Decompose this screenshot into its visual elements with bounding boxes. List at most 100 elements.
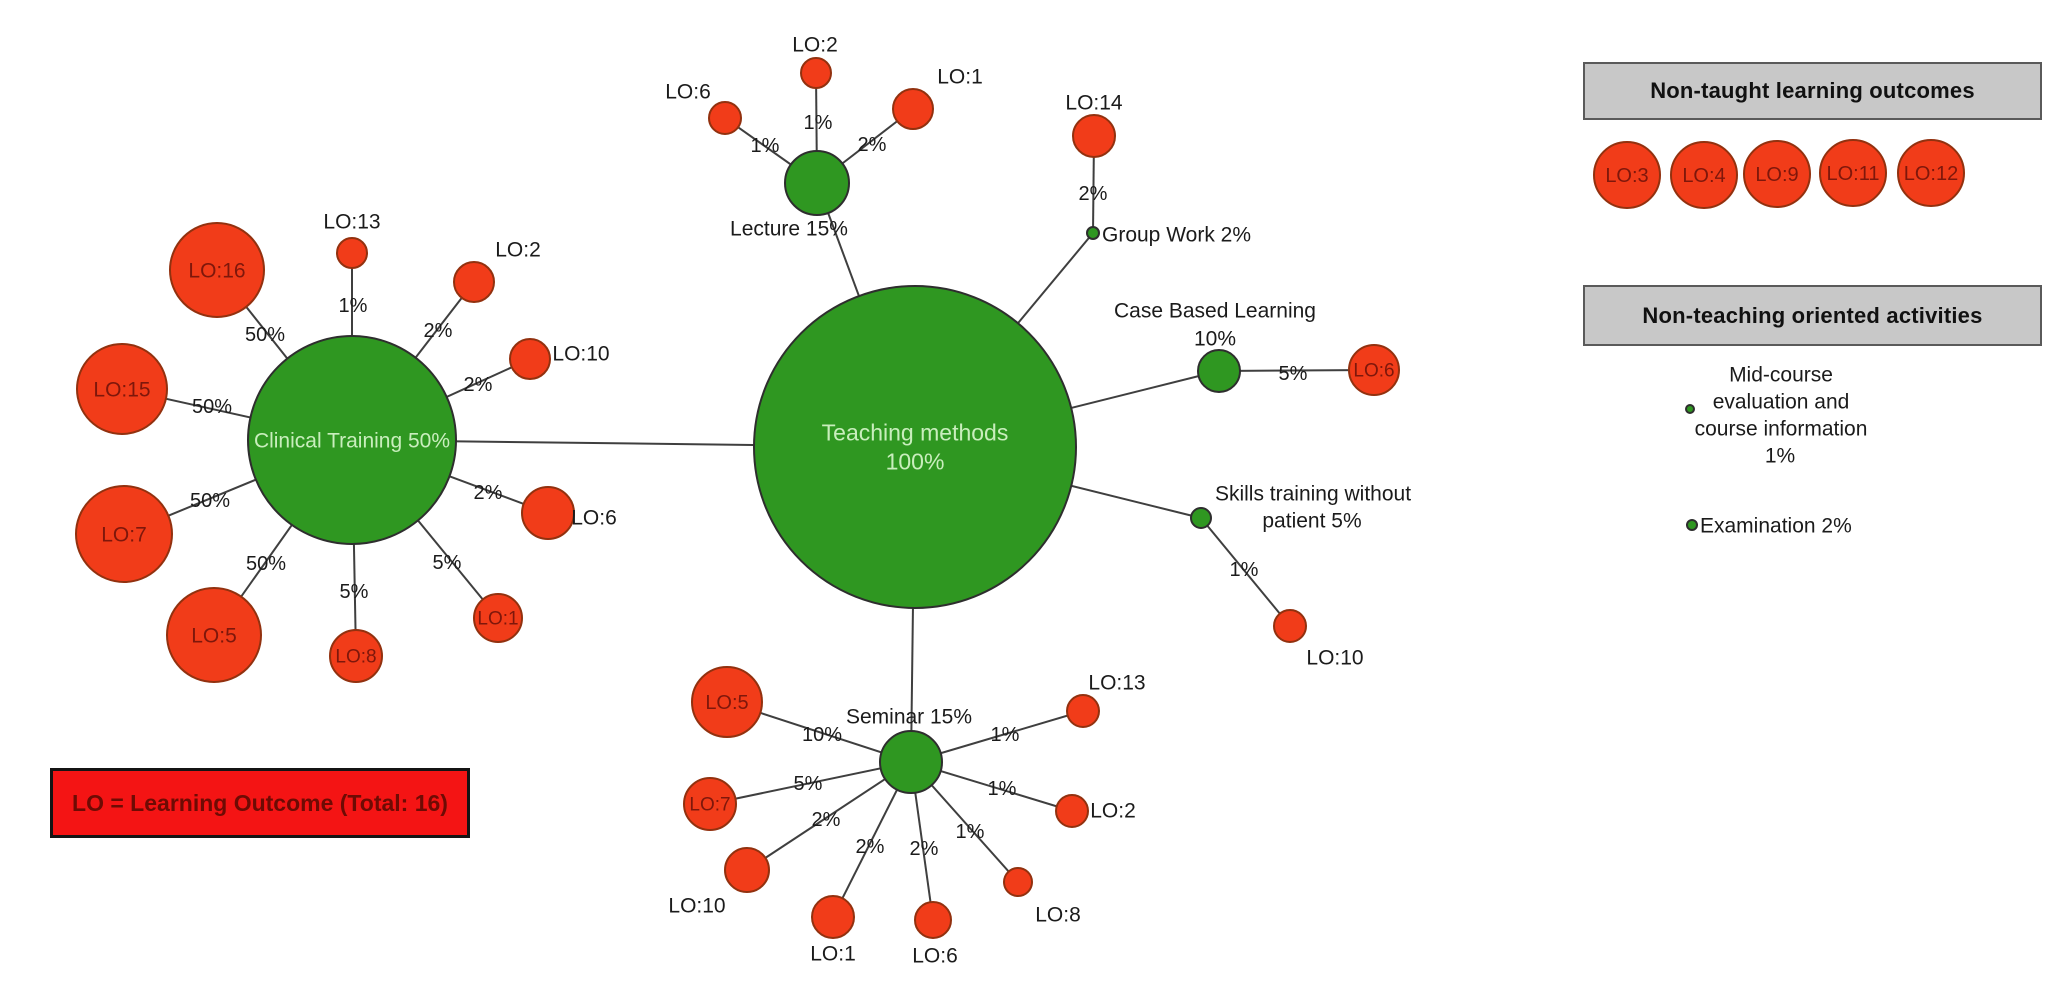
case-based-label-line2: 10% [1194,327,1236,350]
node-seminar-lo1 [811,895,855,939]
node-clinical-lo2 [453,261,495,303]
node-non-taught-lo12 [1897,139,1965,207]
edge-label-clinical-to-clinical-lo16: 50% [245,324,285,346]
clinical-lo10-label: LO:10 [552,342,609,365]
seminar-lo1-label: LO:1 [810,942,856,965]
edge-seminar-to-seminar-lo7 [709,761,912,805]
lecture-lo2-label: LO:2 [792,33,838,56]
node-non-taught-lo11 [1819,139,1887,207]
node-lecture-lo6 [708,101,742,135]
node-label-non-taught-lo12: LO:12 [1904,163,1958,185]
edge-label-lecture-to-lecture-lo6: 1% [751,135,780,157]
node-midcourse-dot [1685,404,1695,414]
edge-label-seminar-to-seminar-lo8: 1% [956,821,985,843]
non-teaching-header: Non-teaching oriented activities [1583,285,2042,346]
node-clinical-lo13 [336,237,368,269]
node-group-work [1086,226,1100,240]
node-clinical-lo10 [509,338,551,380]
node-clinical [247,335,457,545]
node-label-clinical-lo16: LO:16 [188,259,245,282]
lecture-lo6-label: LO:6 [665,80,711,103]
node-seminar-lo8 [1003,867,1033,897]
midcourse-label-line3: course information [1695,417,1868,440]
node-label-clinical-lo8: LO:8 [335,647,376,668]
node-label-seminar-lo5: LO:5 [705,692,748,714]
case-based-label-line1: Case Based Learning [1114,299,1316,322]
clinical-lo13-label: LO:13 [323,210,380,233]
node-label-non-taught-lo9: LO:9 [1755,164,1798,186]
node-label-clinical-lo7: LO:7 [101,523,147,546]
node-seminar [879,730,943,794]
lecture-label: Lecture 15% [730,217,848,240]
node-clinical-lo8 [329,629,383,683]
edge-label-clinical-to-clinical-lo1: 5% [433,552,462,574]
non-teaching-header-label: Non-teaching oriented activities [1642,302,1983,328]
edge-seminar-to-seminar-lo10 [746,761,912,871]
midcourse-label-line1: Mid-course [1729,363,1833,386]
edge-label-case-based-to-case-based-lo6: 5% [1279,363,1308,385]
edge-label-seminar-to-seminar-lo5: 10% [802,724,842,746]
edge-label-skills-training-to-skills-lo10: 1% [1230,559,1259,581]
node-label-non-taught-lo3: LO:3 [1605,165,1648,187]
node-label-case-based-lo6: LO:6 [1353,361,1394,382]
edge-label-seminar-to-seminar-lo13: 1% [991,724,1020,746]
edge-label-clinical-to-clinical-lo6: 2% [474,482,503,504]
node-lecture-lo1 [892,88,934,130]
edge-label-seminar-to-seminar-lo6: 2% [910,838,939,860]
skills-label-line1: Skills training without [1215,482,1411,505]
edge-label-clinical-to-clinical-lo7: 50% [190,490,230,512]
node-clinical-lo5 [166,587,262,683]
node-seminar-lo5 [691,666,763,738]
clinical-lo6-label: LO:6 [571,506,617,529]
edge-label-clinical-to-clinical-lo2: 2% [424,320,453,342]
node-label-teaching: Teaching methods 100% [822,420,1009,475]
node-non-taught-lo3 [1593,141,1661,209]
edge-label-seminar-to-seminar-lo2: 1% [988,778,1017,800]
node-skills-lo10 [1273,609,1307,643]
node-clinical-lo16 [169,222,265,318]
edge-label-seminar-to-seminar-lo7: 5% [794,773,823,795]
seminar-lo2-label: LO:2 [1090,799,1136,822]
edge-label-clinical-to-clinical-lo13: 1% [339,295,368,317]
node-lecture [784,150,850,216]
node-seminar-lo2 [1055,794,1089,828]
lecture-lo1-label: LO:1 [937,65,983,88]
node-label-non-taught-lo11: LO:11 [1827,163,1880,185]
node-case-based-lo6 [1348,344,1400,396]
legend-label: LO = Learning Outcome (Total: 16) [72,789,448,816]
node-seminar-lo13 [1066,694,1100,728]
edge-label-seminar-to-seminar-lo1: 2% [856,836,885,858]
clinical-lo2-label: LO:2 [495,238,541,261]
edge-label-lecture-to-lecture-lo1: 2% [858,134,887,156]
node-skills-training [1190,507,1212,529]
node-clinical-lo1 [473,593,523,643]
node-label-clinical-lo1: LO:1 [477,609,518,630]
node-label-clinical: Clinical Training 50% [254,429,450,452]
examination-label: Examination 2% [1700,514,1852,537]
node-lecture-lo2 [800,57,832,89]
node-examination-dot [1686,519,1698,531]
node-label-seminar-lo7: LO:7 [689,795,730,816]
node-non-taught-lo9 [1743,140,1811,208]
seminar-lo6-label: LO:6 [912,944,958,967]
skills-label-line2: patient 5% [1262,509,1361,532]
seminar-lo13-label: LO:13 [1088,671,1145,694]
node-clinical-lo6 [521,486,575,540]
midcourse-label-line2: evaluation and [1713,390,1850,413]
skills-lo10-label: LO:10 [1306,646,1363,669]
edge-label-lecture-to-lecture-lo2: 1% [804,112,833,134]
node-teaching [753,285,1077,609]
node-label-clinical-lo15: LO:15 [93,378,150,401]
seminar-lo8-label: LO:8 [1035,903,1081,926]
non-taught-header: Non-taught learning outcomes [1583,62,2042,120]
edge-label-clinical-to-clinical-lo10: 2% [464,374,493,396]
edge-label-clinical-to-clinical-lo5: 50% [246,553,286,575]
edge-label-clinical-to-clinical-lo15: 50% [192,396,232,418]
node-seminar-lo6 [914,901,952,939]
group-work-label: Group Work 2% [1102,223,1251,246]
node-seminar-lo7 [683,777,737,831]
node-case-based [1197,349,1241,393]
edge-label-seminar-to-seminar-lo10: 2% [812,809,841,831]
